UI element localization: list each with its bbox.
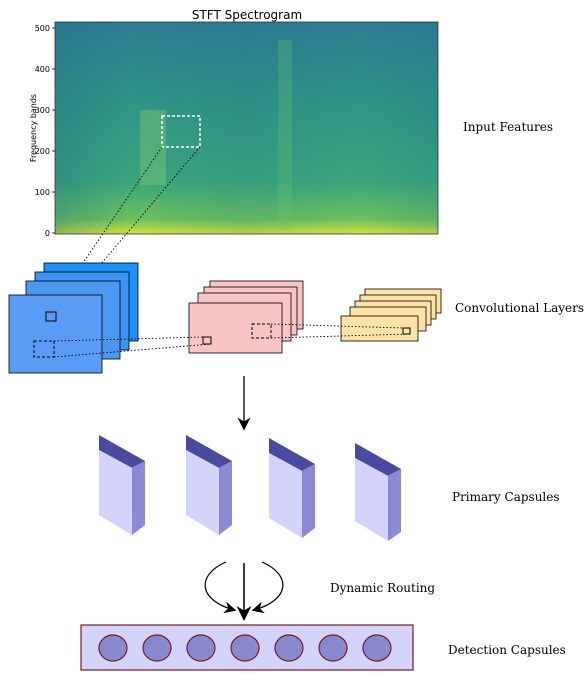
label-dynamic-routing: Dynamic Routing	[330, 581, 435, 595]
label-convolutional-layers: Convolutional Layers	[455, 301, 584, 315]
spectrogram-panel: STFT Spectrogram 500 400 300 200 100 0 F…	[29, 8, 439, 238]
spectrogram-texture	[55, 22, 438, 234]
y-tick-label: 100	[35, 188, 50, 197]
spectrogram-band	[278, 40, 292, 230]
label-primary-capsules: Primary Capsules	[452, 490, 560, 504]
y-axis-label: Frequency bands	[29, 94, 38, 162]
conv-layer-3	[340, 288, 442, 342]
detection-capsules	[80, 624, 414, 671]
detection-capsule	[98, 634, 128, 662]
conv-layer-2	[188, 280, 304, 354]
conv-layer-1	[8, 262, 139, 374]
primary-capsule	[355, 443, 401, 541]
primary-capsule	[269, 438, 315, 538]
y-tick-label: 400	[35, 65, 50, 74]
y-tick-label: 0	[45, 229, 50, 238]
spectrogram-y-axis: 500 400 300 200 100 0 Frequency bands	[29, 24, 55, 238]
kernel-box	[202, 336, 212, 345]
detection-capsule	[230, 634, 260, 662]
receptive-field	[251, 323, 272, 339]
spectrogram-window	[161, 115, 201, 148]
detection-capsule	[274, 634, 304, 662]
spectrogram-title: STFT Spectrogram	[192, 8, 302, 22]
label-detection-capsules: Detection Capsules	[448, 643, 566, 657]
detection-capsule	[186, 634, 216, 662]
projection-lines	[270, 323, 411, 339]
detection-capsule	[142, 634, 172, 662]
kernel-box	[402, 327, 411, 335]
routing-curve-left	[204, 561, 237, 614]
detection-capsule	[362, 634, 392, 662]
y-tick-label: 200	[35, 147, 50, 156]
y-tick-label: 500	[35, 24, 50, 33]
spectrogram-frame	[54, 21, 439, 235]
detection-capsule-circles	[98, 634, 392, 662]
primary-capsule	[99, 435, 145, 535]
primary-capsules	[99, 435, 401, 541]
routing-arrows	[204, 561, 284, 621]
label-input-features: Input Features	[463, 120, 553, 134]
projection-lines	[53, 336, 212, 358]
feature-map	[8, 294, 103, 374]
routing-curve-right	[251, 561, 284, 614]
primary-capsule	[186, 435, 232, 535]
receptive-field	[33, 340, 55, 358]
kernel-box	[45, 311, 57, 322]
feature-map	[188, 302, 283, 354]
y-tick-label: 300	[35, 106, 50, 115]
detection-capsule	[318, 634, 348, 662]
